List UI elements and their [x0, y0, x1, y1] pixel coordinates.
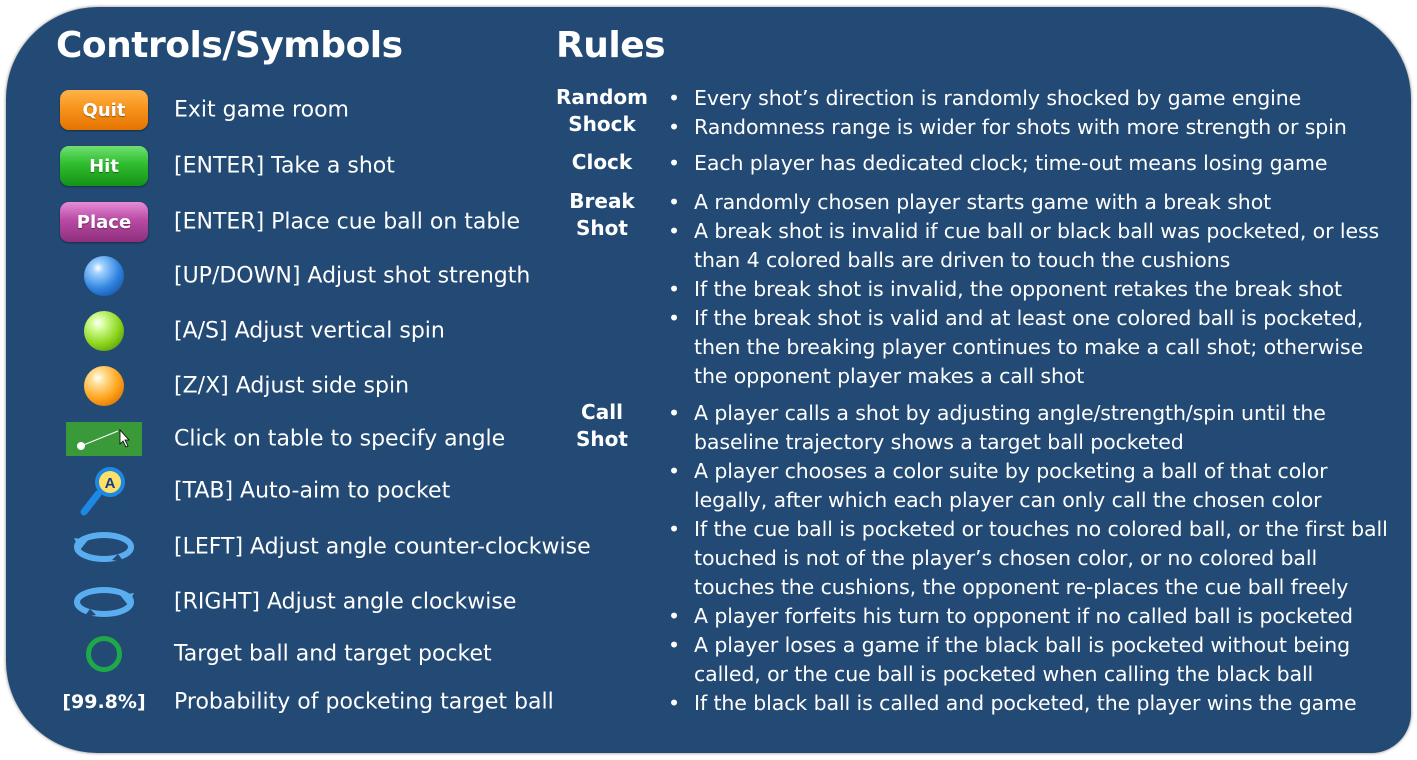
control-row-target: Target ball and target pocket	[6, 630, 566, 678]
rules-heading: Rules	[556, 25, 666, 66]
auto-aim-letter: A	[105, 475, 116, 492]
control-label: [UP/DOWN] Adjust shot strength	[174, 263, 531, 289]
control-label: Probability of pocketing target ball	[174, 689, 554, 715]
rule-list: A player calls a shot by adjusting angle…	[666, 399, 1396, 718]
control-row-vertical-spin: [A/S] Adjust vertical spin	[6, 307, 566, 355]
target-circle-icon	[86, 636, 122, 672]
control-label: [RIGHT] Adjust angle clockwise	[174, 589, 517, 615]
control-label: Click on table to specify angle	[174, 426, 506, 452]
blue-ball-icon	[84, 256, 124, 296]
auto-aim-icon: A	[80, 467, 125, 516]
control-label: [A/S] Adjust vertical spin	[174, 318, 445, 344]
control-row-rotate-cw: [RIGHT] Adjust angle clockwise	[6, 578, 566, 626]
rotate-counter-clockwise-icon	[74, 532, 134, 562]
rule-item: If the break shot is invalid, the oppone…	[666, 275, 1396, 304]
place-button[interactable]: Place	[60, 202, 148, 242]
rule-category: Clock	[571, 150, 633, 174]
rule-category: Random Shock	[555, 85, 649, 136]
control-row-rotate-ccw: [LEFT] Adjust angle counter-clockwise	[6, 523, 591, 571]
control-label: [ENTER] Take a shot	[174, 153, 395, 179]
rule-item: If the black ball is called and pocketed…	[666, 689, 1396, 718]
rule-item: A break shot is invalid if cue ball or b…	[666, 217, 1396, 275]
rule-list: Each player has dedicated clock; time-ou…	[666, 149, 1396, 178]
control-label: [TAB] Auto-aim to pocket	[174, 478, 451, 504]
orange-ball-icon	[84, 366, 124, 406]
rule-item: A player forfeits his turn to opponent i…	[666, 602, 1396, 631]
control-label: [ENTER] Place cue ball on table	[174, 209, 520, 235]
rotate-clockwise-icon	[74, 587, 134, 617]
control-row-quit: Quit Exit game room	[6, 86, 566, 134]
control-row-place: Place [ENTER] Place cue ball on table	[6, 198, 566, 246]
rule-item: Every shot’s direction is randomly shock…	[666, 84, 1396, 113]
control-row-angle-click: Click on table to specify angle	[6, 415, 566, 463]
quit-button[interactable]: Quit	[60, 90, 148, 130]
rule-item: A randomly chosen player starts game wit…	[666, 188, 1396, 217]
hit-button[interactable]: Hit	[60, 146, 148, 186]
control-row-strength: [UP/DOWN] Adjust shot strength	[6, 252, 566, 300]
control-label: Exit game room	[174, 97, 349, 123]
control-label: Target ball and target pocket	[174, 641, 492, 667]
control-row-probability: [99.8%] Probability of pocketing target …	[6, 678, 566, 726]
rule-list: Every shot’s direction is randomly shock…	[666, 84, 1396, 142]
rule-category: Call Shot	[576, 400, 628, 451]
rule-item: A player calls a shot by adjusting angle…	[666, 399, 1396, 457]
controls-heading: Controls/Symbols	[56, 25, 403, 66]
control-row-hit: Hit [ENTER] Take a shot	[6, 142, 566, 190]
control-row-side-spin: [Z/X] Adjust side spin	[6, 362, 566, 410]
control-label: [Z/X] Adjust side spin	[174, 373, 410, 399]
table-click-icon	[66, 422, 142, 456]
help-panel: Controls/Symbols Rules Quit Exit game ro…	[6, 7, 1411, 753]
rule-list: A randomly chosen player starts game wit…	[666, 188, 1396, 391]
rule-item: If the cue ball is pocketed or touches n…	[666, 515, 1396, 602]
rule-item: A player chooses a color suite by pocket…	[666, 457, 1396, 515]
rule-category: Break Shot	[569, 189, 635, 240]
rule-item: Each player has dedicated clock; time-ou…	[666, 149, 1396, 178]
rule-item: If the break shot is valid and at least …	[666, 304, 1396, 391]
control-row-auto-aim: A [TAB] Auto-aim to pocket	[6, 467, 566, 516]
probability-text: [99.8%]	[62, 691, 146, 713]
rule-item: Randomness range is wider for shots with…	[666, 113, 1396, 142]
green-ball-icon	[84, 311, 124, 351]
control-label: [LEFT] Adjust angle counter-clockwise	[174, 534, 591, 560]
rule-item: A player loses a game if the black ball …	[666, 631, 1396, 689]
